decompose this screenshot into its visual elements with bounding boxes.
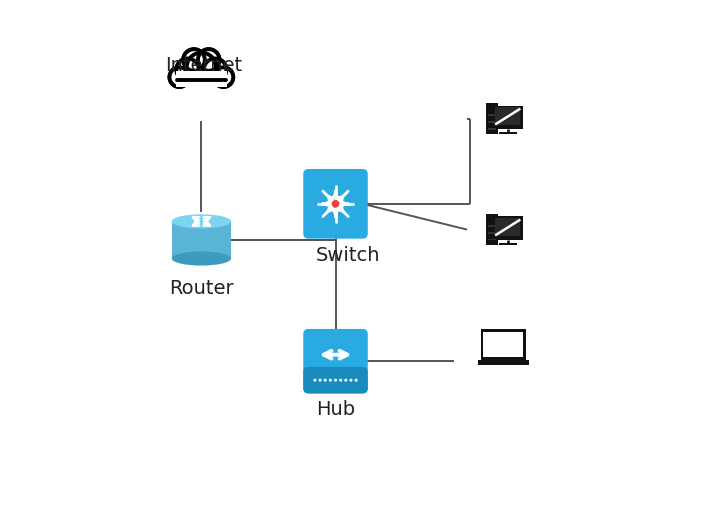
Bar: [177, 70, 226, 85]
Bar: [172, 221, 231, 259]
Ellipse shape: [172, 214, 231, 229]
Bar: [308, 370, 363, 380]
Circle shape: [350, 379, 352, 382]
Circle shape: [329, 379, 332, 382]
Text: Internet: Internet: [165, 56, 242, 74]
Text: Switch: Switch: [316, 246, 380, 265]
Bar: [486, 214, 498, 245]
FancyBboxPatch shape: [303, 367, 368, 393]
Circle shape: [313, 379, 317, 382]
Circle shape: [199, 50, 219, 70]
Circle shape: [187, 53, 216, 82]
FancyBboxPatch shape: [303, 169, 368, 238]
Bar: [493, 216, 523, 239]
Circle shape: [184, 50, 204, 70]
Text: Hub: Hub: [316, 400, 355, 420]
Bar: [499, 243, 517, 245]
Bar: [477, 360, 529, 365]
Circle shape: [355, 379, 357, 382]
Bar: [493, 105, 523, 128]
Text: Router: Router: [169, 280, 234, 298]
Circle shape: [344, 379, 347, 382]
Circle shape: [176, 58, 199, 81]
Circle shape: [198, 49, 220, 71]
Circle shape: [169, 67, 189, 87]
Circle shape: [183, 49, 205, 71]
Circle shape: [177, 59, 199, 80]
Bar: [486, 103, 498, 134]
Circle shape: [213, 67, 233, 87]
Bar: [487, 114, 496, 116]
Circle shape: [187, 53, 216, 82]
Circle shape: [339, 379, 342, 382]
Bar: [499, 132, 517, 134]
Bar: [487, 232, 496, 234]
Circle shape: [204, 58, 226, 81]
Bar: [481, 329, 526, 360]
Bar: [487, 238, 496, 240]
Bar: [487, 225, 496, 227]
Bar: [487, 121, 496, 123]
Circle shape: [204, 59, 226, 80]
Circle shape: [319, 379, 322, 382]
Circle shape: [332, 200, 339, 207]
Bar: [495, 107, 520, 125]
Bar: [487, 127, 496, 130]
Bar: [495, 218, 520, 236]
Bar: [176, 71, 227, 87]
FancyBboxPatch shape: [303, 329, 368, 393]
Circle shape: [324, 379, 326, 382]
Ellipse shape: [172, 251, 231, 266]
Circle shape: [334, 379, 337, 382]
Bar: [483, 332, 523, 357]
Circle shape: [214, 68, 233, 87]
Circle shape: [170, 68, 189, 87]
